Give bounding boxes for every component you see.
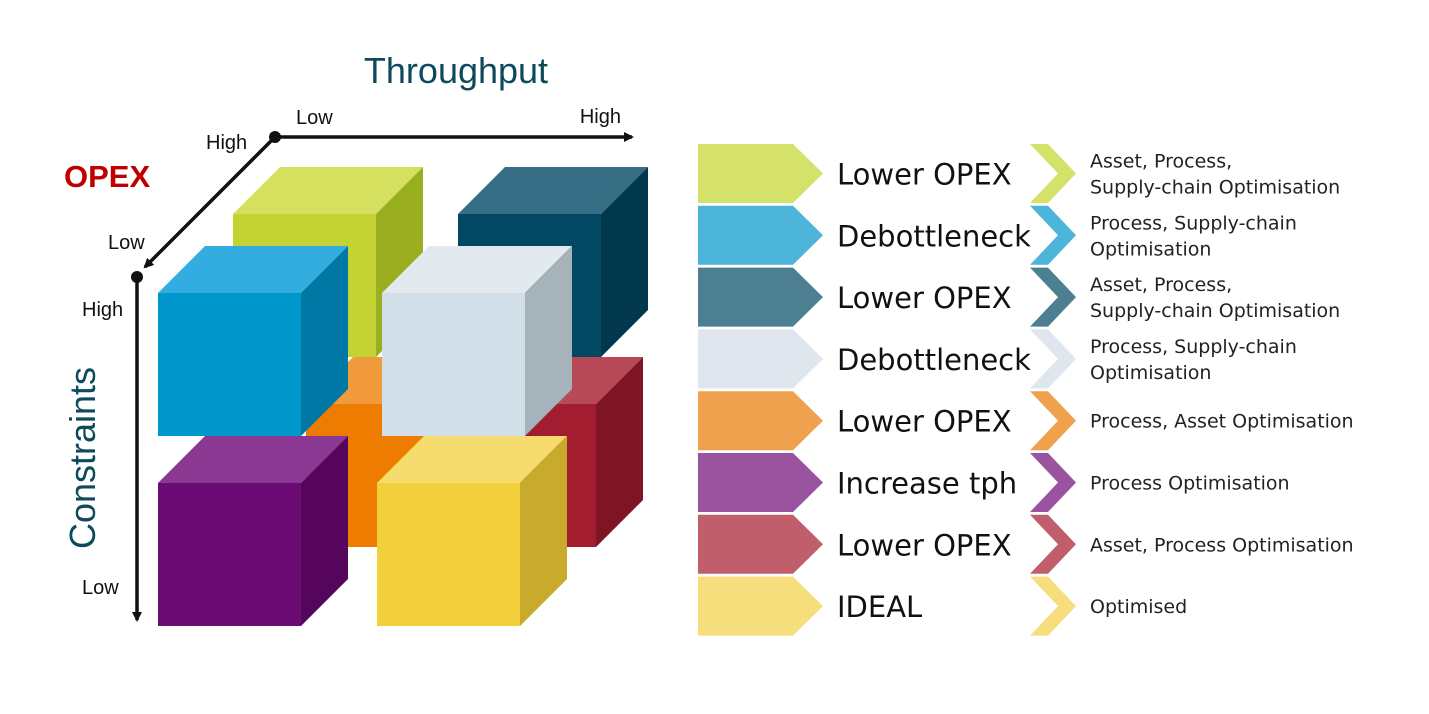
legend-row-description: Process Optimisation	[1090, 473, 1290, 495]
legend-row-description: Supply-chain Optimisation	[1090, 177, 1340, 199]
opex-title: OPEX	[64, 159, 150, 194]
legend-row-title: Debottleneck	[837, 343, 1031, 377]
throughput-low-label: Low	[296, 107, 333, 129]
legend-row-title: Increase tph	[837, 467, 1017, 501]
legend-row: Lower OPEX Asset, Process, Supply-chain Op…	[698, 267, 1340, 327]
legend-arrow-shape	[698, 329, 823, 389]
legend-chevron-icon	[1030, 205, 1076, 265]
legend-row: Lower OPEX Process, Asset Optimisation	[698, 391, 1354, 451]
cube-side-face	[596, 357, 643, 547]
legend-arrow-shape	[698, 144, 823, 203]
cube-side-face	[525, 246, 572, 436]
legend-row-description: Asset, Process,	[1090, 274, 1232, 296]
legend-row: Lower OPEX Asset, Process Optimisation	[698, 514, 1354, 574]
legend-row-title: Lower OPEX	[837, 158, 1012, 192]
legend-chevron-icon	[1030, 453, 1076, 512]
legend-row-description: Process, Supply-chain	[1090, 212, 1297, 234]
legend-row-title: Lower OPEX	[837, 281, 1012, 315]
legend-arrow-shape	[698, 267, 823, 327]
legend-row-description: Optimisation	[1090, 238, 1211, 260]
cube-front-face	[158, 293, 301, 436]
legend-chevron-icon	[1030, 514, 1076, 574]
cube-top-face	[158, 246, 348, 293]
cube-side-face	[601, 167, 648, 357]
legend-row-description: Supply-chain Optimisation	[1090, 300, 1340, 322]
legend-arrow-shape	[698, 205, 823, 265]
constraints-origin-dot	[131, 271, 143, 283]
legend-row-description: Optimisation	[1090, 362, 1211, 384]
legend-row-title: Lower OPEX	[837, 528, 1012, 562]
cube-side-face	[301, 436, 348, 626]
constraints-high-label: High	[82, 299, 123, 321]
legend-row-description: Process, Supply-chain	[1090, 336, 1297, 358]
legend-row: IDEAL Optimised	[698, 576, 1187, 636]
opex-axis-line	[143, 135, 277, 269]
legend-row: Increase tph Process Optimisation	[698, 453, 1290, 512]
legend-row-title: IDEAL	[837, 590, 922, 624]
cube-front-bottom-right	[377, 436, 567, 626]
cube-front-bottom-left	[158, 436, 348, 626]
legend-row-description: Asset, Process Optimisation	[1090, 534, 1354, 556]
legend-row-description: Optimised	[1090, 596, 1187, 618]
legend-row: Debottleneck Process, Supply-chain Optimis…	[698, 205, 1297, 265]
legend-chevron-icon	[1030, 144, 1076, 203]
cube-front-top-left	[158, 246, 348, 436]
legend-chevron-icon	[1030, 329, 1076, 389]
constraints-low-label: Low	[82, 577, 119, 599]
cube-front-face	[377, 483, 520, 626]
legend-chevron-icon	[1030, 391, 1076, 451]
cube-top-face	[377, 436, 567, 483]
legend-row-title: Lower OPEX	[837, 405, 1012, 439]
legend-chevron-icon	[1030, 267, 1076, 327]
legend-row: Lower OPEX Asset, Process, Supply-chain Op…	[698, 144, 1340, 203]
legend-arrow-shape	[698, 453, 823, 512]
cube-front-face	[158, 483, 301, 626]
legend-row-description: Asset, Process,	[1090, 151, 1232, 173]
cube-top-face	[382, 246, 572, 293]
cube-front-top-right	[382, 246, 572, 436]
legend-arrow-shape	[698, 391, 823, 451]
opex-low-label: Low	[108, 232, 145, 254]
throughput-title: Throughput	[364, 50, 548, 91]
cube-side-face	[301, 246, 348, 436]
throughput-high-label: High	[580, 106, 621, 128]
legend-arrow-shape	[698, 576, 823, 636]
cube-top-face	[458, 167, 648, 214]
throughput-origin-dot	[269, 131, 281, 143]
cube-top-face	[158, 436, 348, 483]
cube-front-face	[382, 293, 525, 436]
legend-row-title: Debottleneck	[837, 219, 1031, 253]
opex-high-label: High	[206, 132, 247, 154]
legend: Lower OPEX Asset, Process, Supply-chain Op…	[698, 144, 1354, 636]
legend-chevron-icon	[1030, 576, 1076, 636]
constraints-title: Constraints	[62, 367, 103, 549]
legend-row-description: Process, Asset Optimisation	[1090, 411, 1354, 433]
legend-arrow-shape	[698, 514, 823, 574]
legend-row: Debottleneck Process, Supply-chain Optimis…	[698, 329, 1297, 389]
cube-side-face	[520, 436, 567, 626]
cube-top-face	[233, 167, 423, 214]
axes	[131, 131, 634, 622]
cube-grid	[158, 167, 648, 626]
